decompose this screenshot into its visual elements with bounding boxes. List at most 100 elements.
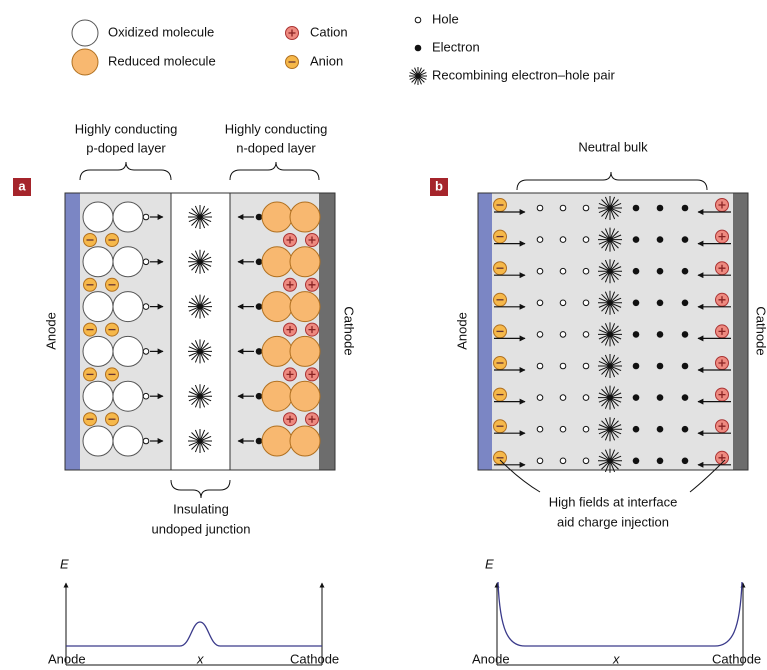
electron	[256, 393, 263, 400]
hole	[560, 458, 566, 464]
brace	[517, 172, 707, 190]
bulk-label: Neutral bulk	[578, 139, 648, 154]
hole	[537, 268, 543, 274]
electron	[415, 45, 422, 52]
hole	[143, 438, 149, 444]
hole	[143, 393, 149, 399]
recombination	[188, 205, 212, 229]
oxidized-molecule	[83, 292, 113, 322]
electron	[633, 458, 640, 465]
graph-label: Cathode	[290, 651, 339, 666]
recombination	[598, 259, 622, 283]
legend-text: Hole	[432, 11, 459, 26]
hole	[583, 300, 589, 306]
energy-curve	[66, 622, 322, 646]
energy-curve	[498, 582, 742, 646]
electron	[657, 331, 664, 338]
electron	[633, 236, 640, 243]
recombination	[598, 291, 622, 315]
axis-label: E	[485, 556, 494, 571]
anode	[65, 193, 80, 470]
graph-label: Cathode	[712, 651, 761, 666]
reduced-molecule	[262, 336, 292, 366]
hole	[537, 458, 543, 464]
hole	[143, 214, 149, 220]
hole	[537, 426, 543, 432]
note-label: High fields at interface	[549, 494, 678, 509]
hole	[583, 237, 589, 243]
electron	[633, 205, 640, 212]
oxidized-molecule	[83, 336, 113, 366]
oxidized-molecule	[83, 381, 113, 411]
hole	[583, 332, 589, 338]
electron	[682, 236, 689, 243]
electron	[682, 458, 689, 465]
recombination	[598, 354, 622, 378]
oxidized-molecule	[113, 426, 143, 456]
reduced-molecule	[290, 426, 320, 456]
oxidized-molecule	[113, 336, 143, 366]
oxidized-molecule	[113, 202, 143, 232]
hole	[537, 332, 543, 338]
electron	[633, 331, 640, 338]
junction-label: Insulating	[173, 501, 229, 516]
hole	[583, 205, 589, 211]
layer-label: n-doped layer	[236, 140, 316, 155]
hole	[583, 395, 589, 401]
axis-label: x	[196, 651, 204, 666]
cathode	[319, 193, 335, 470]
hole	[537, 363, 543, 369]
hole	[560, 332, 566, 338]
legend-text: Recombining electron–hole pair	[432, 67, 616, 82]
electron	[657, 236, 664, 243]
oxidized-molecule	[113, 381, 143, 411]
hole	[537, 237, 543, 243]
recombination	[188, 250, 212, 274]
brace	[171, 480, 230, 498]
layer-label: p-doped layer	[86, 140, 166, 155]
recombination	[188, 384, 212, 408]
graph-label: Anode	[472, 651, 510, 666]
hole	[143, 304, 149, 310]
hole	[583, 363, 589, 369]
hole	[143, 349, 149, 355]
hole	[560, 237, 566, 243]
brace	[80, 162, 171, 180]
electron	[657, 300, 664, 307]
reduced-molecule	[262, 247, 292, 277]
recombination	[188, 429, 212, 453]
electron	[657, 394, 664, 401]
brace	[230, 162, 319, 180]
oxidized-molecule	[83, 247, 113, 277]
recombination	[598, 449, 622, 473]
hole	[537, 395, 543, 401]
electron	[657, 426, 664, 433]
electron	[657, 205, 664, 212]
reduced-molecule	[290, 202, 320, 232]
legend-text: Reduced molecule	[108, 53, 216, 68]
electron	[633, 426, 640, 433]
electron	[657, 363, 664, 370]
axis-label: x	[612, 651, 620, 666]
hole	[560, 363, 566, 369]
reduced-molecule	[290, 336, 320, 366]
hole	[583, 268, 589, 274]
recombination	[598, 386, 622, 410]
panel-label: a	[18, 178, 26, 193]
electron	[256, 259, 263, 266]
reduced-molecule	[72, 49, 98, 75]
hole	[537, 205, 543, 211]
legend-text: Oxidized molecule	[108, 24, 214, 39]
hole	[560, 395, 566, 401]
diagram: Oxidized molecule Reduced molecule Catio…	[0, 0, 767, 670]
oxidized-molecule	[113, 292, 143, 322]
legend-text: Cation	[310, 24, 348, 39]
electron	[256, 348, 263, 355]
reduced-molecule	[290, 381, 320, 411]
electron	[682, 300, 689, 307]
electron	[633, 300, 640, 307]
reduced-molecule	[262, 381, 292, 411]
recombination	[188, 339, 212, 363]
oxidized-molecule	[113, 247, 143, 277]
reduced-molecule	[262, 202, 292, 232]
